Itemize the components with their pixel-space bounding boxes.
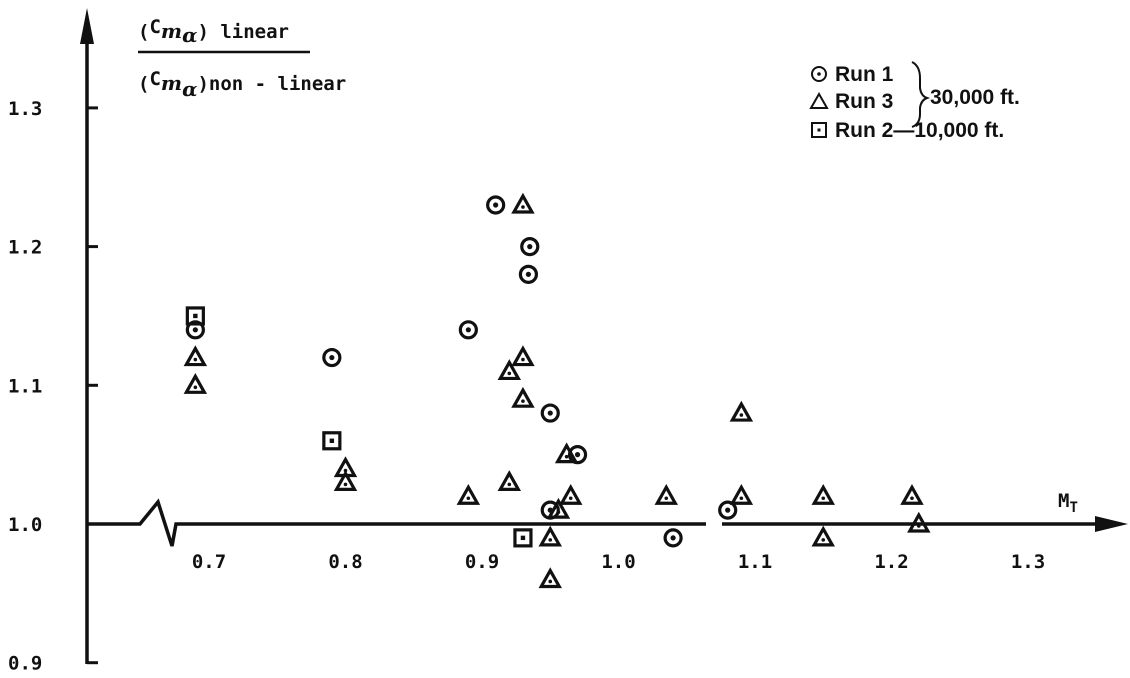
y-axis-label: (Cmα) linear (Cmα)non - linear: [138, 16, 346, 101]
x-tick-label: 1.1: [738, 551, 772, 573]
x-axis-left-segment: [87, 498, 706, 547]
legend-circle-marker: [811, 66, 827, 82]
legend-square-dot: [817, 128, 821, 132]
legend-run2: Run 2—10,000 ft.: [811, 119, 1004, 142]
data-point-triangle: [558, 483, 583, 505]
data-point-triangle: [511, 192, 535, 214]
x-tick-label: 0.7: [192, 551, 226, 573]
x-axis-arrowhead: [1095, 516, 1128, 532]
x-tick-label: 1.2: [874, 551, 908, 573]
data-point-circle: [663, 528, 683, 548]
legend-triangle-marker: [809, 91, 829, 109]
data-point-circle: [518, 264, 539, 284]
legend-run2-label: Run 2—10,000 ft.: [835, 119, 1004, 142]
y-label-denominator: (Cmα)non - linear: [138, 68, 346, 101]
data-point-triangle: [729, 400, 754, 422]
data-point-triangle: [511, 386, 535, 408]
y-tick-label: 1.2: [8, 237, 42, 259]
data-point-triangle: [907, 511, 931, 533]
x-tick-label: 0.8: [328, 551, 362, 573]
x-tick-label: 1.0: [601, 551, 635, 573]
y-axis-arrowhead: [80, 8, 94, 44]
data-point-square: [185, 306, 205, 326]
x-axis-label: MT: [1058, 490, 1078, 516]
data-point-triangle: [654, 483, 679, 505]
data-point-triangle: [183, 345, 208, 367]
y-ticks: 0.9 1.0 1.1 1.2 1.3: [8, 98, 98, 675]
legend-brace: [911, 61, 931, 128]
data-point-circle: [458, 320, 478, 340]
data-point-triangle: [538, 525, 562, 547]
legend-run3: Run 3: [809, 90, 893, 113]
markers: [183, 192, 931, 589]
data-point-triangle: [546, 497, 571, 519]
y-tick-label: 1.3: [8, 98, 42, 120]
data-point-triangle: [538, 567, 562, 589]
y-tick-label: 1.1: [8, 375, 42, 397]
x-tick-label: 0.9: [465, 551, 499, 573]
data-point-triangle: [811, 525, 835, 547]
data-point-triangle: [497, 359, 522, 381]
legend-run1: Run 1: [811, 63, 894, 86]
data-point-triangle: [811, 483, 835, 505]
legend-run3-label: Run 3: [835, 90, 893, 113]
data-point-triangle: [333, 470, 358, 491]
legend-square-marker: [811, 122, 827, 138]
y-tick-label: 0.9: [8, 653, 42, 675]
data-point-triangle: [183, 373, 208, 394]
legend-run1-label: Run 1: [835, 63, 894, 86]
data-point-circle: [185, 320, 205, 340]
data-point-square: [513, 528, 533, 548]
data-point-circle: [322, 347, 342, 368]
x-ticks: 0.7 0.8 0.9 1.0 1.1 1.2 1.3: [192, 551, 1045, 573]
data-point-triangle: [456, 483, 481, 505]
data-point-square: [322, 431, 342, 451]
data-point-triangle: [497, 470, 522, 491]
y-label-numerator: (Cmα) linear: [138, 16, 289, 47]
data-point-circle: [486, 195, 506, 215]
legend-circle-dot: [817, 72, 821, 76]
legend: Run 1 Run 3 30,000 ft. Run 2—10,000 ft.: [809, 61, 1020, 142]
legend-altitude-label: 30,000 ft.: [930, 86, 1020, 109]
data-point-circle: [540, 403, 560, 423]
data-point-circle: [520, 237, 540, 257]
x-tick-label: 1.3: [1011, 551, 1045, 573]
data-point-triangle: [729, 483, 754, 505]
y-tick-label: 1.0: [8, 514, 42, 536]
data-point-circle: [718, 500, 738, 520]
data-point-triangle: [511, 345, 535, 367]
data-point-triangle: [554, 442, 579, 464]
data-point-triangle: [900, 483, 924, 505]
